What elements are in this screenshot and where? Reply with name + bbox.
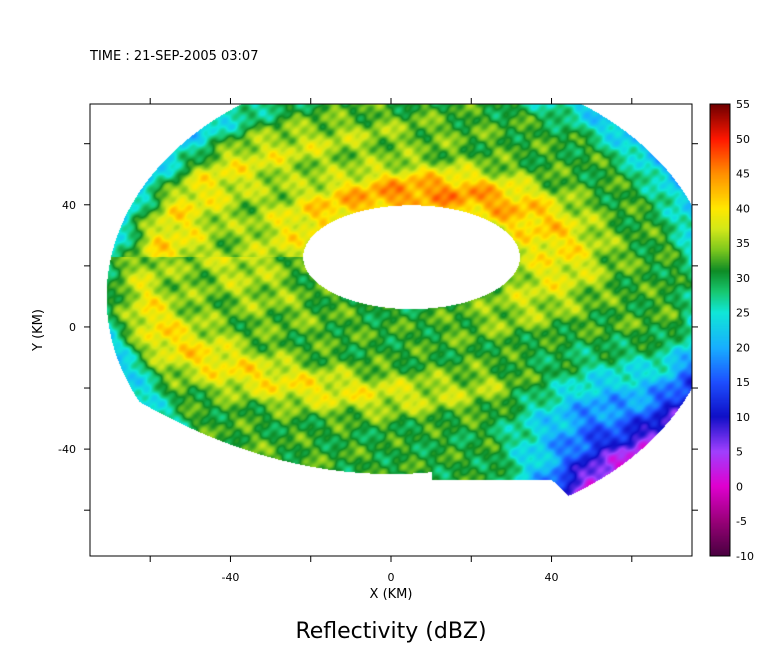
colorbar-label: 5: [736, 446, 743, 459]
colorbar-label: 15: [736, 376, 750, 389]
x-tick-label: 40: [545, 571, 559, 584]
colorbar-label: 10: [736, 411, 750, 424]
colorbar-label: -10: [736, 550, 754, 563]
x-tick-label: -40: [221, 571, 239, 584]
y-tick-label: 40: [62, 199, 76, 212]
axis-ticks: [84, 98, 698, 562]
y-tick-label: -40: [58, 443, 76, 456]
colorbar-frame: [709, 103, 731, 557]
colorbar-label: 35: [736, 237, 750, 250]
colorbar-label: -5: [736, 515, 747, 528]
plot-area: [90, 104, 692, 556]
colorbar-label: 55: [736, 98, 750, 111]
chart-title: Reflectivity (dBZ): [295, 619, 486, 644]
y-axis-label: Y (KM): [31, 309, 46, 352]
x-tick-label: 0: [388, 571, 395, 584]
colorbar-label: 20: [736, 341, 750, 354]
colorbar-label: 25: [736, 307, 750, 320]
colorbar-label: 50: [736, 133, 750, 146]
time-label: TIME : 21-SEP-2005 03:07: [89, 49, 258, 64]
reflectivity-field: [90, 104, 692, 556]
colorbar: [710, 104, 730, 556]
axis-tick-labels: -40 0 40 -40 0 40: [58, 199, 559, 584]
colorbar-label: 40: [736, 202, 750, 215]
colorbar-label: 30: [736, 272, 750, 285]
colorbar-label: 45: [736, 168, 750, 181]
colorbar-gradient: [710, 104, 730, 556]
x-axis-label: X (KM): [370, 587, 413, 602]
y-tick-label: 0: [69, 321, 76, 334]
colorbar-label: 0: [736, 480, 743, 493]
